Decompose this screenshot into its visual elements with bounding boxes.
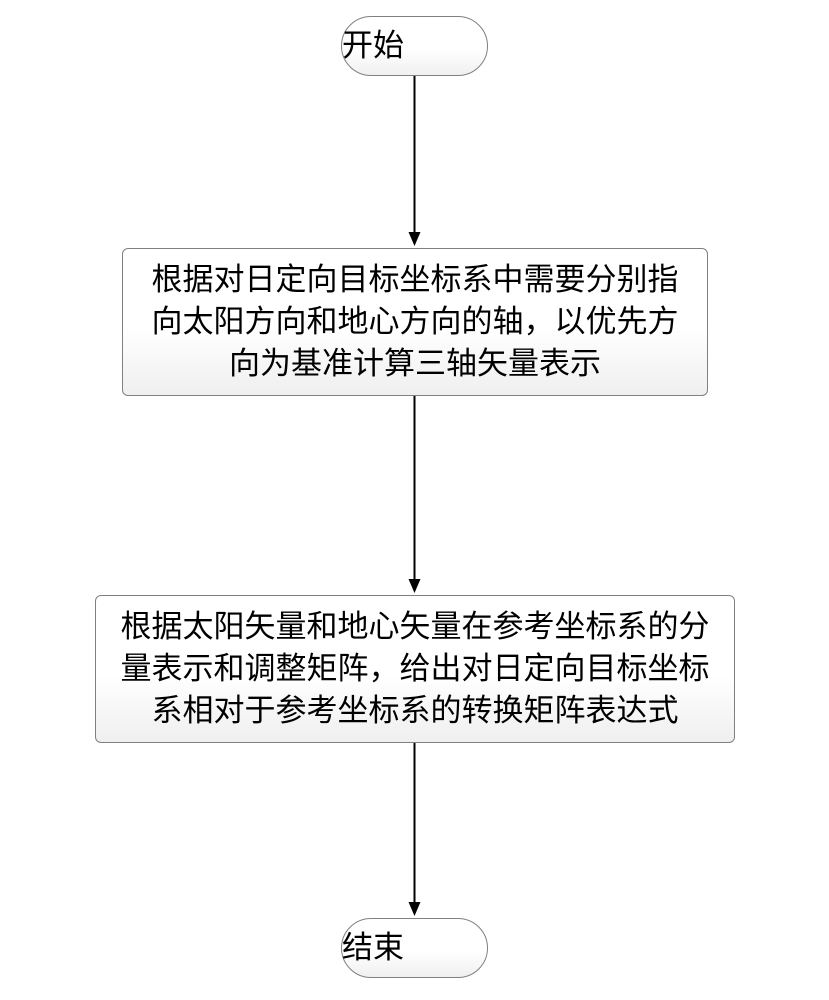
flowchart-start-node: 开始 bbox=[341, 16, 488, 76]
flowchart-step1-label: 根据对日定向目标坐标系中需要分别指向太阳方向和地心方向的轴，以优先方向为基准计算… bbox=[137, 259, 693, 385]
flowchart-end-label: 结束 bbox=[342, 927, 487, 969]
flowchart-step2-node: 根据太阳矢量和地心矢量在参考坐标系的分量表示和调整矩阵，给出对日定向目标坐标系相… bbox=[95, 595, 735, 743]
flowchart-step1-node: 根据对日定向目标坐标系中需要分别指向太阳方向和地心方向的轴，以优先方向为基准计算… bbox=[122, 248, 708, 396]
flowchart-edges bbox=[0, 0, 829, 1000]
flowchart-canvas: 开始 根据对日定向目标坐标系中需要分别指向太阳方向和地心方向的轴，以优先方向为基… bbox=[0, 0, 829, 1000]
flowchart-end-node: 结束 bbox=[341, 918, 488, 978]
flowchart-start-label: 开始 bbox=[342, 25, 487, 67]
flowchart-step2-label: 根据太阳矢量和地心矢量在参考坐标系的分量表示和调整矩阵，给出对日定向目标坐标系相… bbox=[110, 606, 720, 732]
